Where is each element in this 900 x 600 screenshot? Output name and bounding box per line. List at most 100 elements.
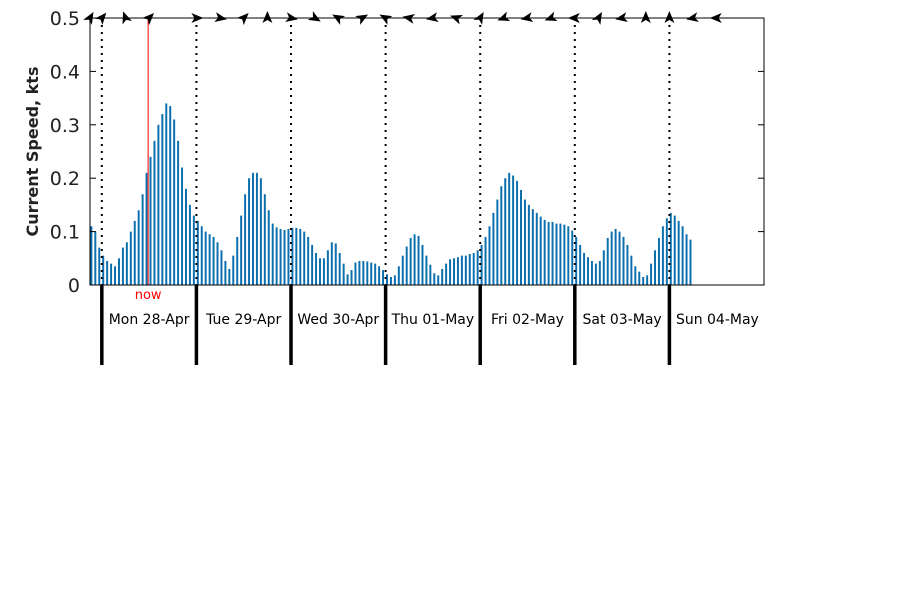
arrow-head [497,11,511,21]
direction-arrow [236,13,249,26]
arrow-head [567,13,580,23]
bar [114,266,117,285]
direction-arrow [664,11,675,23]
bar [334,243,337,285]
bar [622,236,625,285]
bar [669,212,672,285]
bar [689,239,692,285]
bar [311,244,314,285]
bar [279,228,282,285]
bar [614,228,617,285]
bar [181,167,184,285]
bar [366,261,369,285]
y-tick-label: 0.4 [50,61,80,83]
bar [559,223,562,285]
arrow-head [94,12,107,26]
bar [496,199,499,285]
bar [346,274,349,285]
day-label: Wed 30-Apr [297,312,379,328]
bar [236,236,239,285]
bar [602,250,605,285]
bar [330,242,333,285]
bar [401,255,404,285]
bar [654,250,657,285]
bar [657,238,660,285]
bar [583,252,586,285]
bar [117,258,120,285]
bar [492,212,495,285]
bar [169,106,172,285]
bar [208,234,211,285]
bar [500,186,503,285]
bar [685,234,688,285]
bar [125,242,128,285]
bar [413,234,416,285]
y-tick-label: 0.5 [50,8,80,30]
day-label: Sun 04-May [676,312,759,328]
arrow-head [285,12,298,23]
bar [153,140,156,285]
bar [161,114,164,286]
bar [291,227,294,285]
bar [535,212,538,285]
bar [437,275,440,285]
bar [121,247,124,285]
bar [547,221,550,285]
plot-border [89,17,765,286]
bar [342,263,345,285]
now-label: now [135,288,162,303]
bar [165,103,168,285]
bar [441,268,444,285]
arrow-head [214,12,227,23]
bar [543,219,546,285]
bar [263,194,266,285]
bar [244,194,247,285]
bar [571,230,574,285]
bar [460,255,463,285]
direction-arrow [122,11,132,25]
direction-arrow [402,13,416,24]
bar [106,260,109,285]
bar [587,257,589,285]
bars-group [90,103,692,286]
bar [192,215,195,285]
arrow-head [686,12,699,23]
direction-arrow [497,11,511,21]
bar [173,119,176,286]
bar [476,250,479,285]
bar [185,188,187,285]
direction-arrow [214,12,227,23]
bar [240,215,243,285]
direction-arrow [591,11,602,25]
arrow-head [450,15,464,25]
y-axis-label: Current Speed, kts [23,67,42,237]
bar [449,259,452,285]
bar [362,260,365,285]
bar [417,235,420,285]
arrow-head [473,11,484,25]
bar [326,250,329,285]
bar [255,172,258,285]
bar [283,230,286,285]
bar [464,255,467,285]
direction-arrow [262,11,273,23]
bar [378,266,381,285]
y-tick-label: 0.3 [50,115,80,137]
direction-arrow [355,14,369,25]
bar [610,231,613,285]
bar [429,264,432,285]
direction-arrow [450,15,464,25]
bar [512,175,515,285]
direction-arrow [686,12,699,23]
bar [456,257,459,285]
bar [646,275,649,285]
arrow-head [426,12,439,23]
direction-arrow [544,11,558,21]
direction-arrow [307,11,321,22]
bar [145,172,148,285]
arrow-head [379,14,393,25]
bar [677,220,680,285]
bar [350,270,353,285]
bar [307,236,310,285]
